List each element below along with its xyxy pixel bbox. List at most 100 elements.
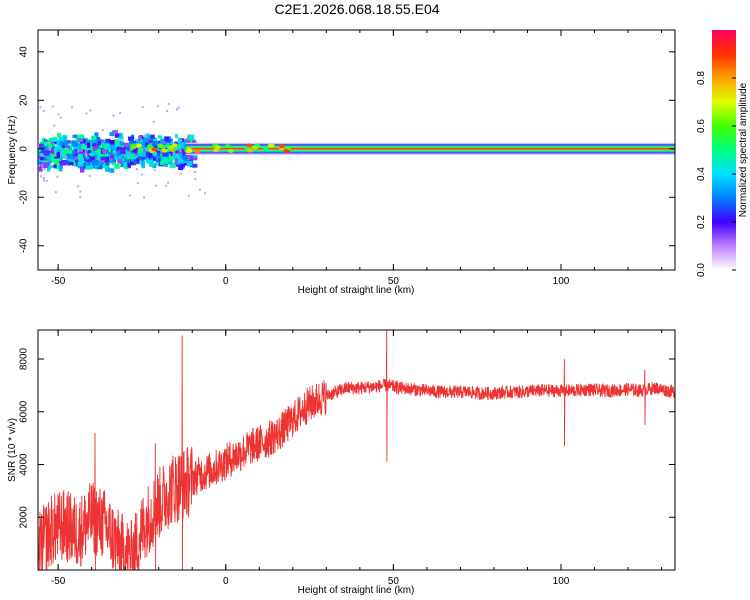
spectrogram-cell [111, 162, 115, 166]
spectrogram-cell [183, 158, 188, 162]
colorbar-tick-label: 0.4 [696, 167, 707, 181]
spectrogram-cell [103, 143, 109, 149]
spectrogram-outlier [198, 188, 201, 191]
spectrogram-outlier [42, 109, 45, 112]
spectrogram-cell [59, 156, 63, 161]
spectrogram-cell [53, 152, 58, 159]
spectrogram-cell [118, 136, 124, 140]
spectrogram-outlier [143, 196, 146, 199]
spectrogram-outlier [153, 168, 156, 171]
spectrogram-cell [54, 163, 60, 169]
spectrogram-cell [175, 162, 180, 167]
spectrogram-blob [171, 143, 178, 148]
colorbar: 0.0 0.2 0.4 0.6 0.8 Normalized spectral ampl… [696, 30, 749, 277]
spectrogram-cell [163, 140, 167, 147]
spectrogram-cell [91, 159, 98, 166]
spectrogram-cell [77, 162, 84, 167]
spectrogram-cell [99, 142, 104, 149]
colorbar-tick-label: 0.0 [696, 263, 707, 277]
spectrogram-cell [96, 160, 103, 166]
spectrogram-cell [139, 139, 144, 143]
spectrogram-cell [164, 136, 170, 142]
spectrogram-outlier [64, 155, 67, 158]
spectrogram-x-label: Height of straight line (km) [298, 285, 415, 296]
spectrogram-cell [127, 162, 131, 168]
spectrogram-cell [152, 143, 157, 149]
spectrogram-cell [80, 141, 87, 146]
spectrogram-cell [178, 152, 183, 157]
spectrogram-marks [38, 102, 675, 199]
spectrogram-cell [57, 149, 61, 155]
spectrogram-cell [167, 160, 173, 165]
spectrogram-cell [48, 164, 55, 169]
spectrogram-cell [169, 162, 176, 168]
spectrogram-cell [39, 154, 44, 160]
spectrogram-cell [163, 161, 169, 167]
spectrogram-cell [115, 143, 120, 150]
spectrogram-outlier [141, 106, 144, 109]
spectrogram-cell [45, 147, 52, 153]
spectrogram-cell [63, 140, 69, 146]
spectrogram-cell [129, 160, 134, 165]
spectrogram-cell [116, 146, 123, 153]
spectrogram-cell [82, 149, 88, 155]
spectrogram-cell [128, 150, 133, 156]
spectrogram-cell [50, 158, 55, 163]
spectrogram-cell [43, 151, 49, 155]
spectrogram-cell [114, 163, 120, 169]
spectrogram-cell [190, 155, 194, 160]
spectrogram-cell [123, 162, 128, 169]
spectrogram-cell [57, 161, 63, 167]
spectrogram-outlier [187, 194, 190, 197]
spectrogram-cell [51, 137, 58, 142]
spectrogram-cell [132, 158, 138, 163]
spectrogram-cell [159, 157, 163, 163]
spectrogram-cell [94, 132, 99, 138]
spectrogram-cell [174, 134, 179, 138]
spectrogram-cell [92, 146, 98, 151]
snr-x-ticks: -50 0 50 100 [51, 330, 663, 587]
spectrogram-y-ticks: -40 -20 0 20 40 [19, 46, 675, 253]
spectrogram-cell [77, 138, 84, 142]
spectrogram-cell [124, 146, 130, 151]
spectrogram-outlier [194, 177, 197, 180]
spectrogram-cell [56, 145, 62, 150]
y-tick-label: 4000 [19, 453, 30, 476]
spectrogram-blob [246, 143, 253, 148]
spectrogram-cell [74, 159, 79, 163]
spectrogram-cell [145, 157, 151, 163]
spectrogram-outlier [56, 175, 59, 178]
spectrogram-cell [168, 156, 173, 162]
spectrogram-cell [131, 147, 137, 153]
spectrogram-outlier [166, 109, 169, 112]
spectrogram-outlier [176, 108, 179, 111]
spectrogram-cell [43, 158, 48, 165]
spectrogram-outlier [156, 105, 159, 108]
spectrogram-cell [123, 142, 129, 148]
spectrogram-outlier [43, 168, 46, 171]
spectrogram-cell [97, 152, 101, 158]
spectrogram-cell [109, 144, 116, 149]
spectrogram-cell [68, 161, 74, 166]
spectrogram-blob [251, 145, 258, 150]
spectrogram-cell [141, 148, 146, 154]
x-tick-label: -50 [51, 576, 66, 587]
spectrogram-outlier [59, 116, 62, 119]
x-tick-label: 0 [223, 576, 229, 587]
spectrogram-outlier [45, 179, 48, 182]
spectrogram-outlier [112, 114, 115, 117]
spectrogram-cell [73, 156, 78, 161]
colorbar-tick-label: 0.2 [696, 215, 707, 229]
spectrogram-cell [91, 150, 98, 155]
spectrogram-blob [186, 148, 193, 153]
spectrogram-cell [66, 157, 73, 164]
spectrogram-cell [68, 140, 74, 145]
spectrogram-cell [48, 142, 53, 148]
spectrogram-cell [157, 135, 163, 139]
spectrogram-cell [116, 153, 123, 160]
spectrogram-cell [88, 142, 94, 147]
carrier-band [185, 148, 675, 150]
spectrogram-cell [178, 157, 183, 163]
spectrogram-cell [174, 159, 178, 165]
spectrogram-border [37, 29, 676, 271]
